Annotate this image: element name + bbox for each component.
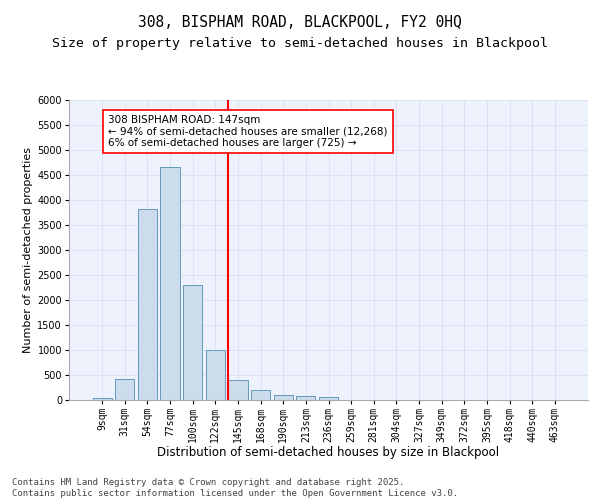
Bar <box>92 398 112 400</box>
Bar <box>206 350 225 400</box>
Bar <box>229 380 248 400</box>
Bar <box>160 166 180 400</box>
Bar <box>138 209 157 400</box>
Bar <box>183 285 202 400</box>
Bar <box>251 390 270 400</box>
Bar <box>296 396 316 400</box>
Bar <box>115 378 134 400</box>
Bar <box>274 395 293 400</box>
Text: Contains HM Land Registry data © Crown copyright and database right 2025.
Contai: Contains HM Land Registry data © Crown c… <box>12 478 458 498</box>
Text: 308, BISPHAM ROAD, BLACKPOOL, FY2 0HQ: 308, BISPHAM ROAD, BLACKPOOL, FY2 0HQ <box>138 15 462 30</box>
Text: Size of property relative to semi-detached houses in Blackpool: Size of property relative to semi-detach… <box>52 38 548 51</box>
X-axis label: Distribution of semi-detached houses by size in Blackpool: Distribution of semi-detached houses by … <box>157 446 500 460</box>
Bar <box>319 397 338 400</box>
Text: 308 BISPHAM ROAD: 147sqm
← 94% of semi-detached houses are smaller (12,268)
6% o: 308 BISPHAM ROAD: 147sqm ← 94% of semi-d… <box>108 115 388 148</box>
Y-axis label: Number of semi-detached properties: Number of semi-detached properties <box>23 147 33 353</box>
